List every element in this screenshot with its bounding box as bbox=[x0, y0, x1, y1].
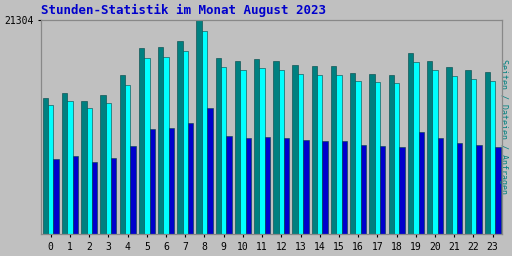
Bar bbox=[87, 108, 92, 234]
Bar bbox=[303, 140, 309, 234]
Bar bbox=[216, 58, 221, 234]
Bar bbox=[62, 93, 67, 234]
Bar bbox=[144, 58, 150, 234]
Bar bbox=[350, 73, 355, 234]
Bar bbox=[476, 145, 481, 234]
Y-axis label: Seiten / Dateien / Anfragen: Seiten / Dateien / Anfragen bbox=[499, 59, 508, 195]
Bar bbox=[399, 147, 404, 234]
Bar bbox=[240, 70, 246, 234]
Bar bbox=[457, 143, 462, 234]
Bar bbox=[265, 137, 270, 234]
Bar bbox=[361, 145, 366, 234]
Bar bbox=[375, 82, 380, 234]
Bar bbox=[342, 141, 347, 234]
Bar bbox=[197, 20, 202, 234]
Bar bbox=[284, 137, 289, 234]
Bar bbox=[317, 75, 323, 234]
Bar bbox=[53, 159, 59, 234]
Bar bbox=[163, 57, 169, 234]
Bar bbox=[465, 70, 471, 234]
Bar bbox=[298, 74, 303, 234]
Bar bbox=[380, 146, 386, 234]
Bar bbox=[336, 75, 342, 234]
Bar bbox=[246, 137, 251, 234]
Bar bbox=[150, 129, 155, 234]
Bar bbox=[427, 61, 432, 234]
Bar bbox=[48, 105, 53, 234]
Bar bbox=[312, 66, 317, 234]
Bar bbox=[111, 158, 117, 234]
Bar bbox=[273, 61, 279, 234]
Bar bbox=[432, 70, 438, 234]
Bar bbox=[260, 68, 265, 234]
Bar bbox=[452, 76, 457, 234]
Bar bbox=[279, 70, 284, 234]
Bar bbox=[292, 65, 298, 234]
Bar bbox=[418, 132, 424, 234]
Bar bbox=[188, 123, 194, 234]
Bar bbox=[389, 75, 394, 234]
Bar bbox=[42, 98, 48, 234]
Bar bbox=[183, 51, 188, 234]
Bar bbox=[202, 31, 207, 234]
Bar bbox=[490, 81, 496, 234]
Bar bbox=[408, 53, 413, 234]
Bar bbox=[446, 67, 452, 234]
Bar bbox=[73, 156, 78, 234]
Bar bbox=[67, 101, 73, 234]
Bar bbox=[92, 162, 97, 234]
Bar bbox=[125, 85, 131, 234]
Bar bbox=[394, 83, 399, 234]
Bar bbox=[496, 147, 501, 234]
Bar bbox=[355, 81, 361, 234]
Bar bbox=[139, 48, 144, 234]
Bar bbox=[81, 101, 87, 234]
Bar bbox=[207, 108, 212, 234]
Bar bbox=[471, 79, 476, 234]
Bar bbox=[438, 137, 443, 234]
Bar bbox=[158, 47, 163, 234]
Bar bbox=[106, 103, 111, 234]
Bar bbox=[226, 136, 232, 234]
Bar bbox=[177, 41, 183, 234]
Bar bbox=[120, 75, 125, 234]
Bar bbox=[221, 67, 226, 234]
Bar bbox=[100, 95, 106, 234]
Bar bbox=[484, 72, 490, 234]
Bar bbox=[235, 61, 240, 234]
Bar bbox=[131, 146, 136, 234]
Bar bbox=[169, 127, 174, 234]
Bar bbox=[254, 59, 260, 234]
Bar bbox=[323, 141, 328, 234]
Bar bbox=[369, 74, 375, 234]
Bar bbox=[331, 66, 336, 234]
Text: Stunden-Statistik im Monat August 2023: Stunden-Statistik im Monat August 2023 bbox=[41, 4, 326, 17]
Bar bbox=[413, 62, 418, 234]
